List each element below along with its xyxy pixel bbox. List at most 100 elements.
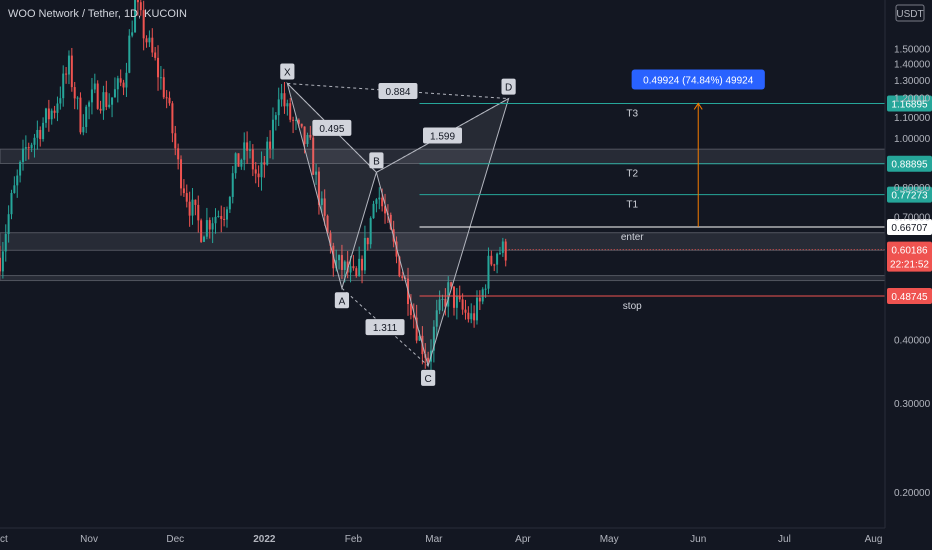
candle-body (79, 97, 82, 133)
support-resistance-zones (0, 148, 886, 282)
candle-body (329, 233, 332, 246)
candle-body (243, 142, 246, 160)
measure-label: 0.49924 (74.84%) 49924 (643, 75, 754, 86)
candle-body (444, 298, 447, 307)
time-tick-label: Dec (166, 534, 184, 545)
candle-body (67, 55, 70, 75)
candle-body (323, 198, 326, 216)
candle-body (441, 298, 444, 300)
currency-badge[interactable] (895, 4, 925, 22)
candle-body (211, 223, 214, 230)
time-tick-label: Jul (778, 534, 791, 545)
candle-body (188, 201, 191, 216)
candle-body (174, 133, 177, 149)
pattern-point-x: X (284, 67, 291, 78)
candle-body (228, 196, 231, 210)
pattern-ratio-ac: 1.311 (373, 323, 398, 334)
candle-body (303, 126, 306, 145)
pattern-ratio-bd: 1.599 (430, 131, 455, 142)
candle-body (467, 312, 470, 320)
candle-body (50, 110, 53, 120)
candle-body (277, 99, 280, 116)
pattern-point-a-box (334, 292, 350, 309)
candle-body (343, 261, 346, 270)
candle-body (251, 149, 254, 170)
price-tick-label: 1.30000 (894, 76, 931, 87)
pattern-point-d-box (501, 78, 516, 95)
candle-body (358, 258, 361, 277)
candle-body (214, 216, 217, 224)
pattern-ratio-line-bd (376, 98, 509, 173)
candle-body (378, 197, 381, 200)
candle-body (122, 82, 125, 88)
candle-body (349, 266, 352, 273)
candle-body (409, 304, 412, 316)
candle-body (320, 198, 323, 205)
candle-body (30, 144, 33, 149)
candle-body (177, 148, 180, 160)
candle-body (450, 282, 453, 287)
candle-body (90, 89, 93, 103)
candle-body (484, 288, 487, 290)
candle-body (369, 218, 372, 245)
candle-body (36, 129, 39, 138)
level-name-enter: enter (621, 232, 644, 243)
price-tick-label: 1.00000 (894, 134, 931, 145)
candle-body (39, 129, 42, 140)
price-tick-label: 1.10000 (894, 113, 931, 124)
candle-body (280, 93, 283, 100)
candle-body (33, 137, 36, 145)
candle-body (27, 147, 30, 149)
candle-body (274, 115, 277, 120)
candle-body (263, 162, 266, 165)
candle-body (464, 309, 467, 313)
price-tick-label: 0.30000 (894, 399, 931, 410)
price-tick-label: 0.40000 (894, 336, 931, 347)
candle-body (139, 2, 142, 11)
candle-body (240, 159, 243, 167)
candle-body (309, 134, 312, 138)
measure-box (631, 69, 765, 90)
countdown-label: 22:21:52 (890, 260, 929, 271)
candle-body (363, 237, 366, 271)
candle-body (254, 169, 257, 174)
candle-body (375, 199, 378, 204)
candle-body (180, 159, 183, 189)
time-tick-label: Nov (80, 534, 98, 545)
candle-body (455, 296, 458, 308)
candle-body (372, 203, 375, 219)
candlestick-series (0, 0, 507, 374)
candle-body (490, 255, 493, 265)
candle-body (65, 73, 68, 75)
pattern-ratio-xd-box (378, 83, 418, 100)
candle-body (194, 199, 197, 205)
candle-body (289, 103, 292, 120)
candle-body (415, 317, 418, 341)
candle-body (105, 92, 108, 107)
level-name-t1: T1 (626, 200, 638, 211)
pattern-ratio-xb-box (312, 119, 352, 136)
candle-body (317, 171, 320, 205)
candle-body (432, 326, 435, 351)
level-name-stop: stop (623, 301, 642, 312)
candle-body (237, 153, 240, 167)
trade-levels: T3 1.16895 T2 0.88895 T1 0.77273 enter 0.66707 s… (419, 95, 932, 312)
candle-body (82, 126, 85, 133)
candle-body (159, 77, 162, 79)
candle-body (427, 357, 430, 362)
currency-badge-label: USDT (896, 9, 923, 20)
level-price-label: 0.48745 (891, 292, 928, 303)
candle-body (452, 286, 455, 308)
candle-body (145, 38, 148, 43)
candle-body (0, 257, 2, 272)
candle-body (13, 185, 16, 193)
candle-body (292, 119, 295, 121)
candle-body (44, 108, 47, 123)
candle-body (108, 104, 111, 107)
candle-body (346, 261, 349, 273)
candle-body (473, 313, 476, 321)
candle-body (366, 237, 369, 245)
level-price-label: 1.16895 (891, 99, 928, 110)
candle-body (487, 255, 490, 289)
